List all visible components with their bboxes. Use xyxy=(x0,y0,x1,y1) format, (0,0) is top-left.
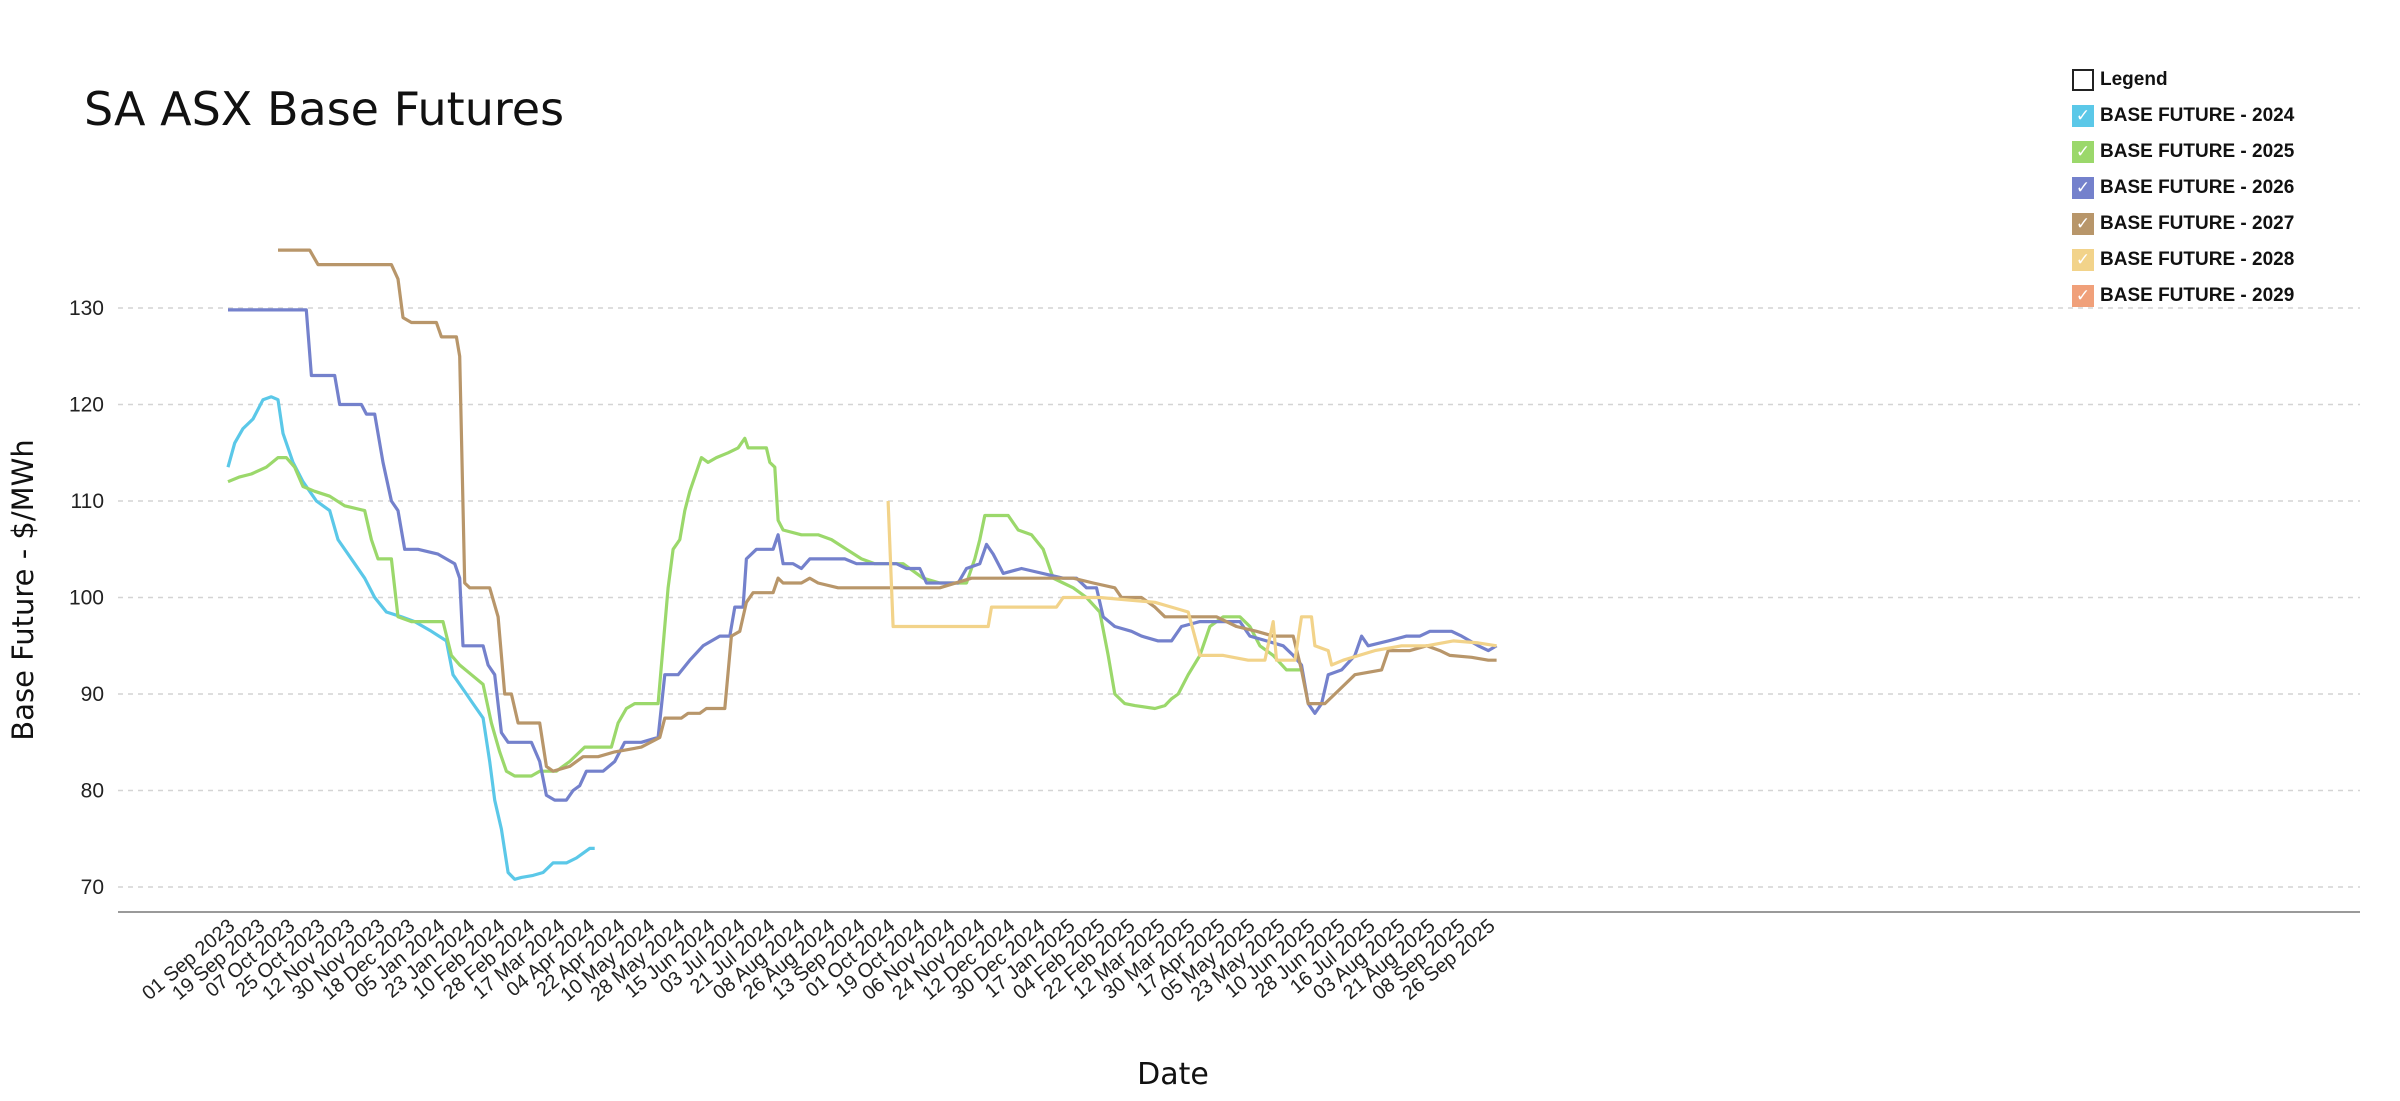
legend-item[interactable]: ✓ BASE FUTURE - 2025 xyxy=(2072,134,2294,170)
legend-item[interactable]: ✓ BASE FUTURE - 2027 xyxy=(2072,206,2294,242)
legend-checkbox-checked[interactable]: ✓ xyxy=(2072,285,2094,307)
legend-checkbox-checked[interactable]: ✓ xyxy=(2072,177,2094,199)
series-line-base-future-2026 xyxy=(228,308,1498,802)
series-line-base-future-2025 xyxy=(227,436,1302,778)
legend-checkbox-checked[interactable]: ✓ xyxy=(2072,249,2094,271)
y-tick-label: 110 xyxy=(71,490,104,513)
y-tick-labels: 70 80 90 100 110 120 130 xyxy=(69,297,104,899)
legend-header[interactable]: Legend xyxy=(2072,62,2294,98)
legend-item[interactable]: ✓ BASE FUTURE - 2026 xyxy=(2072,170,2294,206)
series-lines xyxy=(226,248,1498,881)
y-tick-label: 100 xyxy=(69,587,104,610)
y-axis-label: Base Future - $/MWh xyxy=(6,439,40,740)
y-tick-label: 90 xyxy=(81,683,104,706)
legend-item-label: BASE FUTURE - 2026 xyxy=(2100,177,2295,198)
legend-header-label: Legend xyxy=(2100,69,2168,90)
legend-item-label: BASE FUTURE - 2028 xyxy=(2100,249,2295,270)
y-tick-label: 130 xyxy=(69,297,104,320)
legend-item[interactable]: ✓ BASE FUTURE - 2028 xyxy=(2072,242,2294,278)
legend-item-label: BASE FUTURE - 2029 xyxy=(2100,285,2295,306)
y-tick-label: 120 xyxy=(69,394,104,417)
x-axis-label: Date xyxy=(1137,1057,1209,1092)
series-line-base-future-2024 xyxy=(226,395,595,881)
legend: Legend ✓ BASE FUTURE - 2024 ✓ BASE FUTURE -… xyxy=(2072,62,2294,314)
series-line-base-future-2027 xyxy=(278,248,1497,773)
legend-item-label: BASE FUTURE - 2025 xyxy=(2100,141,2295,162)
legend-item-label: BASE FUTURE - 2027 xyxy=(2100,213,2295,234)
legend-checkbox-checked[interactable]: ✓ xyxy=(2072,213,2094,235)
legend-checkbox-checked[interactable]: ✓ xyxy=(2072,105,2094,127)
legend-item-label: BASE FUTURE - 2024 xyxy=(2100,105,2295,126)
y-tick-label: 70 xyxy=(81,876,104,899)
legend-checkbox-checked[interactable]: ✓ xyxy=(2072,141,2094,163)
gridlines xyxy=(118,307,2360,888)
legend-item[interactable]: ✓ BASE FUTURE - 2029 xyxy=(2072,278,2294,314)
y-tick-label: 80 xyxy=(81,780,104,803)
series-line-base-future-2028 xyxy=(886,500,1497,667)
chart-title: SA ASX Base Futures xyxy=(84,82,565,136)
legend-checkbox[interactable] xyxy=(2072,69,2094,91)
legend-item[interactable]: ✓ BASE FUTURE - 2024 xyxy=(2072,98,2294,134)
